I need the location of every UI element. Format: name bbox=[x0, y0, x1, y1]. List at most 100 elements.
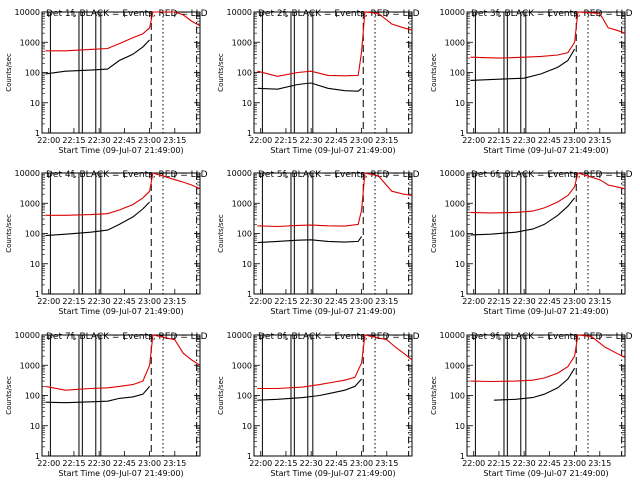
y-tick-label: 100 bbox=[450, 392, 465, 401]
y-axis-label: Counts/sec bbox=[430, 376, 438, 415]
plot-frame bbox=[41, 11, 201, 134]
x-tick-label: 23:15 bbox=[163, 136, 186, 145]
x-tick-label: 23:15 bbox=[375, 459, 398, 468]
x-tick-label: 22:15 bbox=[274, 136, 297, 145]
x-tick-label: 22:45 bbox=[113, 297, 136, 306]
x-tick-label: 23:00 bbox=[563, 136, 586, 145]
y-axis-label: Counts/sec bbox=[430, 214, 438, 253]
chart-panel-9: Det 9f, BLACK = Events, RED = LLD 1 10 100 1… bbox=[430, 331, 633, 478]
series-line-lld bbox=[45, 172, 201, 216]
y-tick-label: 10000 bbox=[15, 331, 40, 340]
x-tick-label: 22:30 bbox=[300, 459, 323, 468]
series-line-events bbox=[493, 367, 576, 401]
x-tick-label: 22:00 bbox=[249, 459, 272, 468]
chart-title: Det 2f, BLACK = Events, RED = LLD bbox=[258, 9, 420, 19]
x-tick-label: 22:15 bbox=[62, 136, 85, 145]
chart-title: Det 7f, BLACK = Events, RED = LLD bbox=[46, 332, 208, 342]
x-tick-label: 22:00 bbox=[462, 297, 485, 306]
x-tick-label: 23:00 bbox=[350, 297, 373, 306]
series-line-lld bbox=[45, 334, 201, 391]
x-tick-label: 22:15 bbox=[274, 459, 297, 468]
x-tick-label: 23:15 bbox=[588, 136, 611, 145]
x-tick-label: 23:15 bbox=[163, 297, 186, 306]
series-line-lld bbox=[470, 334, 626, 383]
x-tick-label: 22:00 bbox=[249, 297, 272, 306]
plot-frame bbox=[41, 172, 201, 295]
y-axis-label: Counts/sec bbox=[5, 53, 13, 92]
y-tick-label: 100 bbox=[25, 392, 40, 401]
x-tick-label: 22:00 bbox=[37, 297, 60, 306]
chart-panel-7: Det 7f, BLACK = Events, RED = LLD 1 10 100 1… bbox=[5, 331, 208, 478]
y-tick-label: 10000 bbox=[15, 8, 40, 17]
x-tick-label: 23:00 bbox=[138, 459, 161, 468]
y-axis-label: Counts/sec bbox=[5, 214, 13, 253]
x-axis-label: Start Time (09-Jul-07 21:49:00) bbox=[58, 307, 183, 316]
y-tick-label: 1 bbox=[247, 129, 252, 138]
series-line-lld bbox=[257, 172, 413, 228]
chart-panel-6: Det 6f, BLACK = Events, RED = LLD 1 10 100 1… bbox=[430, 169, 633, 316]
x-axis-label: Start Time (09-Jul-07 21:49:00) bbox=[483, 146, 608, 155]
x-tick-label: 23:15 bbox=[588, 297, 611, 306]
y-tick-label: 10000 bbox=[227, 8, 252, 17]
x-tick-label: 22:30 bbox=[300, 136, 323, 145]
x-tick-label: 22:15 bbox=[487, 136, 510, 145]
x-tick-label: 23:15 bbox=[375, 136, 398, 145]
chart-panel-1: Det 1f, BLACK = Events, RED = LLD 1 10 100 1… bbox=[5, 8, 208, 155]
x-tick-label: 22:45 bbox=[325, 297, 348, 306]
plot-frame bbox=[253, 334, 413, 457]
x-tick-label: 23:15 bbox=[375, 297, 398, 306]
plot-frame bbox=[253, 172, 413, 295]
y-axis-label: Counts/sec bbox=[217, 214, 225, 253]
chart-panel-5: Det 5f, BLACK = Events, RED = LLD 1 10 100 1… bbox=[217, 169, 420, 316]
plot-frame bbox=[41, 334, 201, 457]
x-tick-label: 22:30 bbox=[513, 297, 536, 306]
x-tick-label: 23:00 bbox=[563, 297, 586, 306]
y-tick-label: 10 bbox=[30, 260, 40, 269]
series-line-events bbox=[45, 39, 150, 75]
y-tick-label: 1000 bbox=[20, 361, 40, 370]
chart-title: Det 9f, BLACK = Events, RED = LLD bbox=[471, 332, 633, 342]
x-tick-label: 22:00 bbox=[37, 136, 60, 145]
x-tick-label: 22:00 bbox=[462, 136, 485, 145]
y-tick-label: 1 bbox=[35, 290, 40, 299]
y-tick-label: 1 bbox=[247, 290, 252, 299]
chart-panel-8: Det 8f, BLACK = Events, RED = LLD 1 10 100 1… bbox=[217, 331, 420, 478]
plot-frame bbox=[466, 334, 626, 457]
y-axis-label: Counts/sec bbox=[217, 376, 225, 415]
y-tick-label: 10 bbox=[242, 99, 252, 108]
x-axis-label: Start Time (09-Jul-07 21:49:00) bbox=[483, 307, 608, 316]
y-axis-label: Counts/sec bbox=[217, 53, 225, 92]
x-tick-label: 22:15 bbox=[274, 297, 297, 306]
y-tick-label: 100 bbox=[450, 230, 465, 239]
x-tick-label: 22:00 bbox=[462, 459, 485, 468]
x-tick-label: 22:45 bbox=[113, 459, 136, 468]
x-tick-label: 22:15 bbox=[62, 459, 85, 468]
x-tick-label: 22:30 bbox=[88, 297, 111, 306]
x-tick-label: 22:45 bbox=[325, 459, 348, 468]
x-axis-label: Start Time (09-Jul-07 21:49:00) bbox=[270, 469, 395, 478]
series-line-events bbox=[470, 48, 576, 81]
y-tick-label: 10 bbox=[242, 422, 252, 431]
y-tick-label: 10 bbox=[455, 99, 465, 108]
y-tick-label: 1000 bbox=[232, 38, 252, 47]
x-tick-label: 22:30 bbox=[88, 459, 111, 468]
plot-frame bbox=[466, 11, 626, 134]
x-tick-label: 22:30 bbox=[300, 297, 323, 306]
series-line-lld bbox=[257, 334, 413, 390]
chart-panel-4: Det 4f, BLACK = Events, RED = LLD 1 10 100 1… bbox=[5, 169, 208, 316]
y-tick-label: 100 bbox=[237, 230, 252, 239]
x-tick-label: 23:15 bbox=[163, 459, 186, 468]
x-tick-label: 23:00 bbox=[138, 136, 161, 145]
y-tick-label: 10 bbox=[455, 260, 465, 269]
x-tick-label: 22:30 bbox=[513, 459, 536, 468]
y-tick-label: 1 bbox=[35, 452, 40, 461]
y-tick-label: 10000 bbox=[440, 8, 465, 17]
y-tick-label: 1 bbox=[460, 290, 465, 299]
x-tick-label: 22:15 bbox=[487, 459, 510, 468]
series-line-events bbox=[45, 201, 150, 237]
y-tick-label: 1 bbox=[247, 452, 252, 461]
plot-frame bbox=[466, 172, 626, 295]
x-tick-label: 22:00 bbox=[37, 459, 60, 468]
y-tick-label: 10 bbox=[455, 422, 465, 431]
